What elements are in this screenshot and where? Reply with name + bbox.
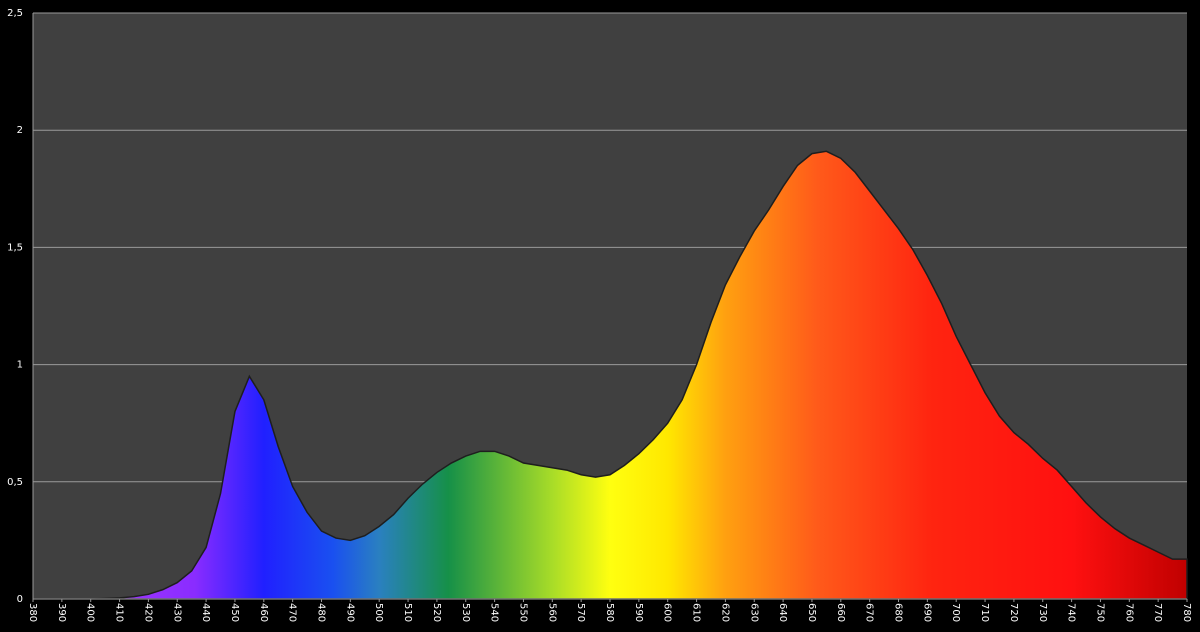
x-tick-label: 460 <box>258 603 269 622</box>
x-tick-label: 760 <box>1123 603 1134 622</box>
x-tick-label: 710 <box>979 603 990 622</box>
x-tick-label: 500 <box>373 603 384 622</box>
x-tick-label: 450 <box>229 603 240 622</box>
x-tick-label: 430 <box>171 603 182 622</box>
x-tick-label: 530 <box>460 603 471 622</box>
x-tick-label: 570 <box>575 603 586 622</box>
y-tick-label: 1,5 <box>7 242 23 253</box>
x-tick-label: 440 <box>200 603 211 622</box>
x-tick-label: 580 <box>604 603 615 622</box>
x-tick-label: 540 <box>489 603 500 622</box>
x-tick-label: 660 <box>835 603 846 622</box>
x-tick-label: 590 <box>633 603 644 622</box>
y-tick-label: 2,5 <box>7 8 23 19</box>
x-tick-label: 400 <box>85 603 96 622</box>
x-tick-label: 650 <box>806 603 817 622</box>
x-tick-label: 640 <box>777 603 788 622</box>
x-tick-label: 680 <box>893 603 904 622</box>
x-tick-label: 410 <box>114 603 125 622</box>
x-tick-label: 620 <box>719 603 730 622</box>
x-tick-label: 720 <box>1008 603 1019 622</box>
x-tick-label: 560 <box>546 603 557 622</box>
spectrum-area <box>33 150 1188 600</box>
x-tick-label: 740 <box>1066 603 1077 622</box>
x-tick-label: 380 <box>27 603 38 622</box>
x-tick-label: 520 <box>431 603 442 622</box>
x-tick-label: 600 <box>662 603 673 622</box>
x-tick-label: 750 <box>1094 603 1105 622</box>
x-tick-label: 690 <box>921 603 932 622</box>
x-tick-label: 390 <box>56 603 67 622</box>
x-tick-label: 610 <box>691 603 702 622</box>
x-tick-label: 780 <box>1181 603 1192 622</box>
y-tick-label: 1 <box>17 360 23 371</box>
x-tick-label: 630 <box>748 603 759 622</box>
x-tick-label: 510 <box>402 603 413 622</box>
x-tick-label: 420 <box>142 603 153 622</box>
x-tick-label: 730 <box>1037 603 1048 622</box>
x-tick-label: 470 <box>287 603 298 622</box>
x-tick-label: 770 <box>1152 603 1163 622</box>
x-tick-label: 670 <box>864 603 875 622</box>
y-tick-label: 0,5 <box>7 477 23 488</box>
y-tick-label: 0 <box>17 594 23 605</box>
x-tick-label: 480 <box>316 603 327 622</box>
x-tick-label: 700 <box>950 603 961 622</box>
x-tick-label: 490 <box>344 603 355 622</box>
y-tick-label: 2 <box>17 125 23 136</box>
x-tick-label: 550 <box>517 603 528 622</box>
